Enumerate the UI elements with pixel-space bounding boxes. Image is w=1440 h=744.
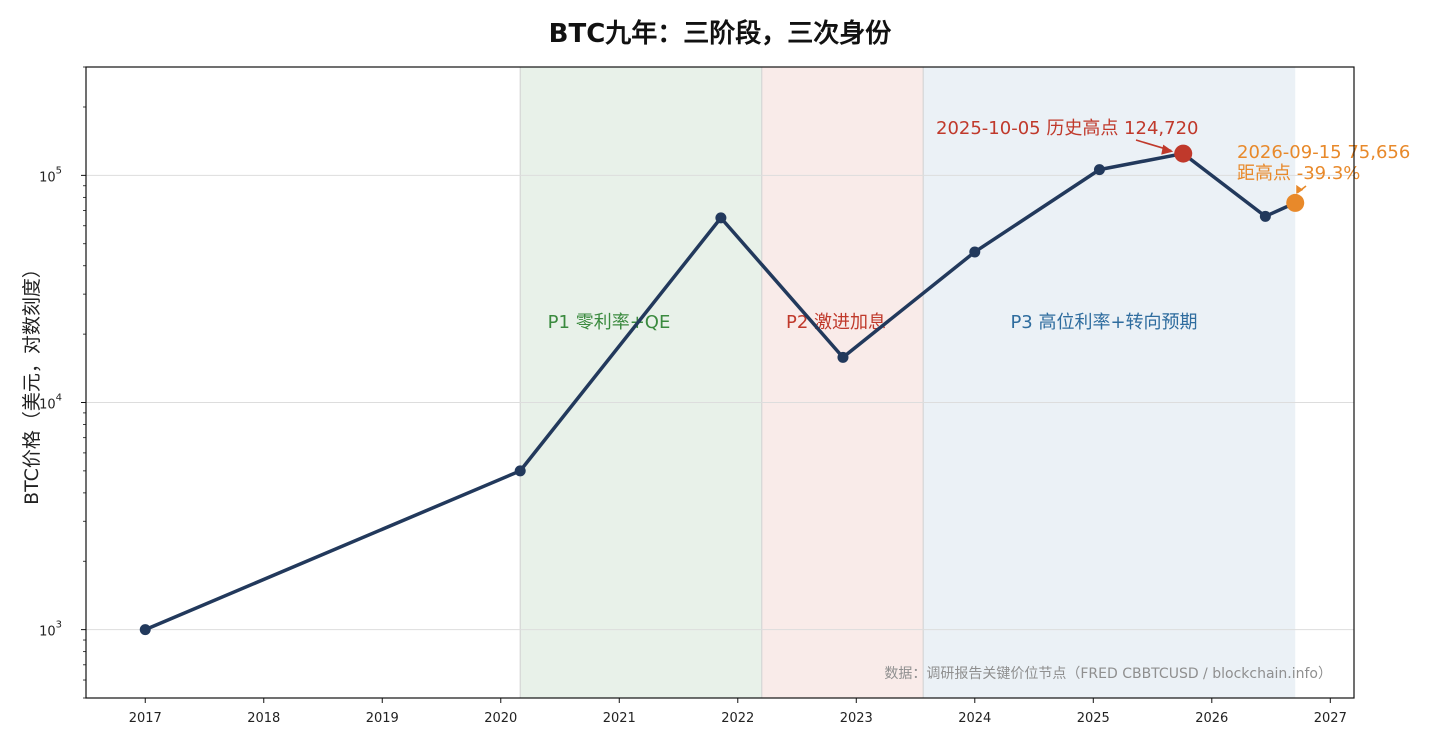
chart-title: BTC九年：三阶段，三次身份 (549, 18, 892, 49)
y-tick-label: 105 (39, 165, 62, 185)
latest-arrowhead (1296, 184, 1304, 194)
data-point (1259, 210, 1271, 222)
phase-label: P1 零利率+QE (548, 312, 671, 333)
phase-bands (519, 67, 1296, 698)
y-tick-label: 104 (39, 392, 62, 412)
phase-band (761, 67, 924, 698)
y-tick-exp: 4 (56, 392, 62, 403)
phase-label: P2 激进加息 (786, 312, 886, 333)
data-point (837, 351, 849, 363)
x-tick-label: 2021 (603, 711, 636, 726)
latest-annotation: 2026-09-15 75,656 (1237, 142, 1410, 163)
peak-marker (1174, 144, 1193, 163)
x-tick-label: 2027 (1314, 711, 1347, 726)
y-tick-exp: 3 (56, 620, 62, 631)
annotations: 2025-10-05 历史高点 124,720 2026-09-15 75,656… (936, 118, 1410, 194)
peak-arrowhead (1161, 144, 1174, 155)
grid-lines (86, 174, 1354, 631)
data-point (969, 246, 981, 258)
data-point (715, 212, 727, 224)
x-tick-label: 2024 (958, 711, 991, 726)
x-tick-label: 2020 (484, 711, 517, 726)
phase-label: P3 高位利率+转向预期 (1010, 312, 1197, 333)
x-tick-label: 2022 (721, 711, 754, 726)
phase-band (923, 67, 1296, 698)
x-tick-label: 2023 (840, 711, 873, 726)
phase-band (520, 67, 762, 698)
y-axis-label: BTC价格（美元，对数刻度） (21, 259, 43, 505)
data-point (1093, 164, 1105, 176)
price-series (139, 144, 1305, 636)
x-tick-label: 2017 (129, 711, 162, 726)
y-tick-base: 10 (39, 397, 56, 412)
peak-annotation: 2025-10-05 历史高点 124,720 (936, 118, 1199, 139)
y-tick-base: 10 (39, 170, 56, 185)
phase-labels: P1 零利率+QE P2 激进加息 P3 高位利率+转向预期 (548, 312, 1198, 333)
y-tick-label: 103 (39, 620, 62, 640)
latest-marker (1286, 193, 1305, 212)
x-tick-label: 2026 (1195, 711, 1228, 726)
x-tick-label: 2019 (366, 711, 399, 726)
data-point (514, 465, 526, 477)
x-tick-label: 2025 (1077, 711, 1110, 726)
x-tick-label: 2018 (247, 711, 280, 726)
x-axis-ticks: 2017 2018 2019 2020 2021 2022 2023 2024 2025 2026… (129, 698, 1347, 726)
drawdown-annotation: 距高点 -39.3% (1237, 163, 1360, 184)
data-point (139, 624, 151, 636)
y-tick-exp: 5 (56, 165, 62, 176)
source-note: 数据：调研报告关键价位节点（FRED CBBTCUSD / blockchain… (884, 666, 1332, 682)
axes-frame (85, 66, 1355, 699)
y-tick-base: 10 (39, 625, 56, 640)
